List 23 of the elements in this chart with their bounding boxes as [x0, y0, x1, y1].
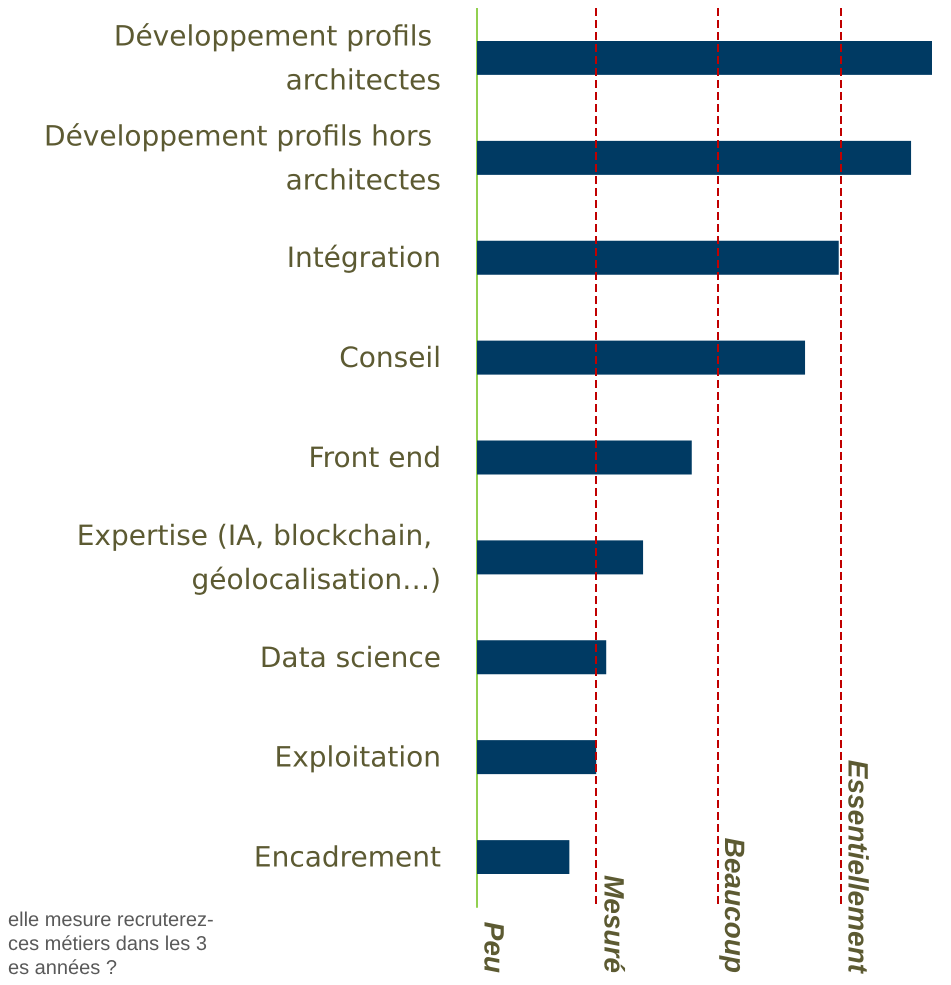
bar	[477, 440, 692, 474]
y-tick-label: Encadrement	[254, 840, 442, 874]
bar	[477, 840, 570, 874]
ref-line-label: Mesuré	[598, 874, 630, 973]
y-tick-label: Conseil	[339, 341, 441, 374]
bar	[477, 40, 932, 75]
y-tick-label: Intégration	[286, 241, 441, 274]
y-tick-label: Développement profils hors architectes	[44, 119, 441, 196]
bar	[477, 640, 606, 674]
bar	[477, 340, 806, 375]
text: Peu	[478, 922, 510, 973]
bar	[477, 140, 912, 175]
ref-line-label: Beaucoup	[719, 838, 750, 973]
bar	[477, 240, 839, 275]
y-tick-label: Exploitation	[274, 740, 441, 774]
ref-line-label: Essentiellement	[842, 760, 874, 975]
y-tick-label: Expertise (IA, blockchain, géolocalisation…)	[76, 518, 441, 596]
bar	[477, 740, 596, 774]
bar	[477, 540, 644, 574]
text: elle mesure recruterez- ces métiers dans les 3 es années ?	[8, 909, 214, 979]
y-tick-label: Data science	[260, 640, 441, 674]
y-tick-label: Développement profils architectes	[114, 19, 441, 96]
y-tick-label: Front end	[308, 441, 441, 474]
